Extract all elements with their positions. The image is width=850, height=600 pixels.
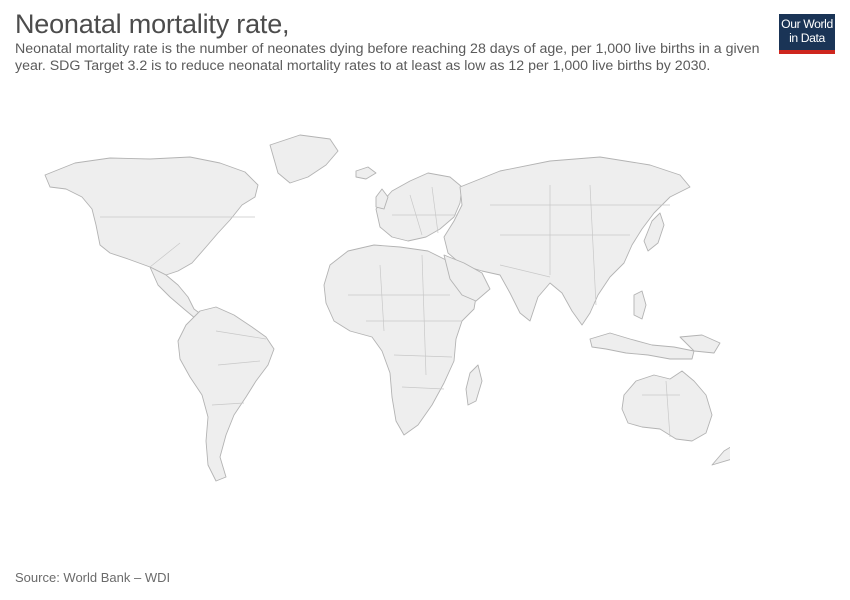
europe-landmass[interactable] <box>375 172 463 242</box>
logo-line-1: Our World <box>781 17 833 31</box>
greenland-landmass[interactable] <box>269 134 339 184</box>
africa-landmass[interactable] <box>323 244 477 436</box>
new-zealand-landmass[interactable] <box>711 429 730 466</box>
country-borders <box>100 184 680 438</box>
madagascar-landmass[interactable] <box>465 364 483 406</box>
japan-landmass[interactable] <box>643 212 665 252</box>
source-note: Source: World Bank – WDI <box>15 570 171 585</box>
new-guinea-landmass[interactable] <box>679 334 721 354</box>
world-map[interactable] <box>30 125 730 495</box>
north-america-landmass[interactable] <box>44 156 259 276</box>
central-america-landmass[interactable] <box>149 266 203 320</box>
logo-line-2: in Data <box>789 31 825 45</box>
owid-logo[interactable]: Our World in Data <box>779 14 835 54</box>
chart-title: Neonatal mortality rate, <box>15 9 290 39</box>
iceland-landmass[interactable] <box>355 166 377 180</box>
arabia-landmass[interactable] <box>443 254 491 302</box>
philippines-landmass[interactable] <box>633 290 647 320</box>
indonesia-landmass[interactable] <box>589 332 695 360</box>
chart-subtitle: Neonatal mortality rate is the number of… <box>15 41 760 74</box>
south-america-landmass[interactable] <box>177 306 275 482</box>
uk-landmass[interactable] <box>375 188 389 210</box>
australia-landmass[interactable] <box>621 370 713 442</box>
